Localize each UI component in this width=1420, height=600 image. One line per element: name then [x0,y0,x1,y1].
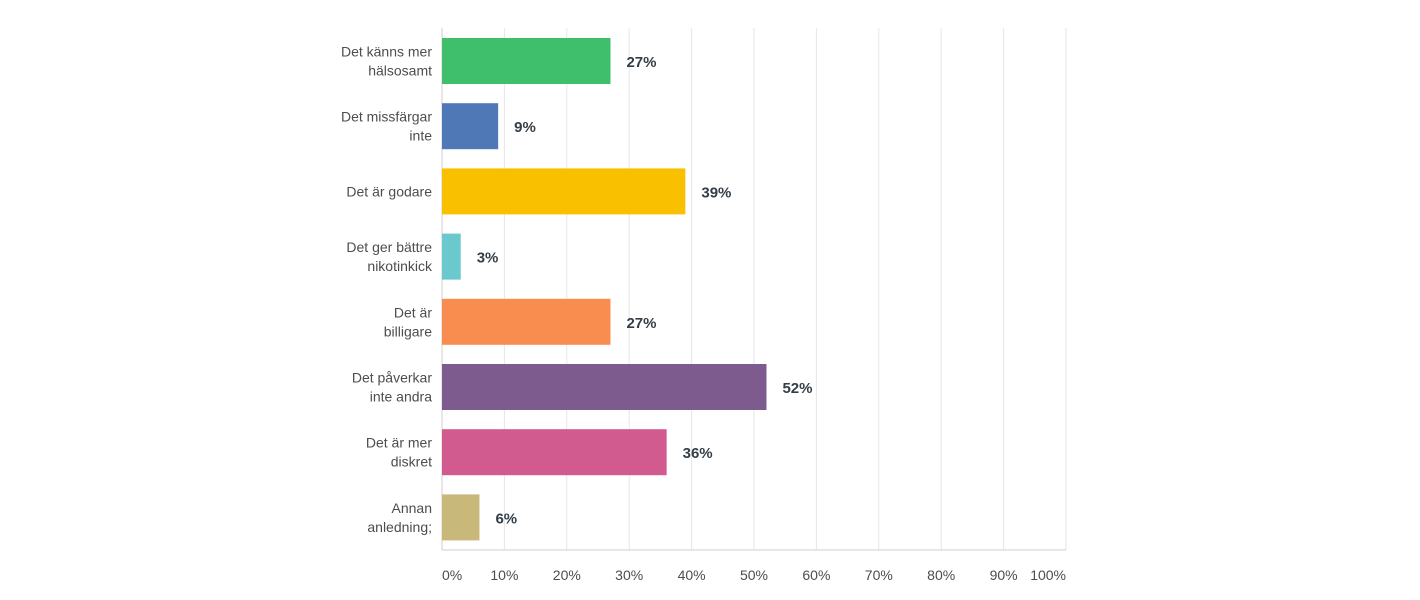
category-label-line: anledning; [367,519,432,535]
bar [442,429,667,476]
category-label-line: inte [409,128,432,144]
category-label-line: inte andra [370,389,432,405]
data-label: 27% [626,315,656,332]
bar [442,38,611,84]
value-labels: 27% 9% 39% 3% 27% 52% 36% 6% [477,54,813,527]
category-label: Det påverkar inte andra [352,370,432,405]
data-label: 3% [477,250,499,267]
category-label-line: Det ger bättre [346,239,432,255]
category-label-line: Det känns mer [341,44,432,60]
x-tick-label: 50% [740,567,768,583]
x-tick-label: 100% [1030,567,1066,583]
category-label-line: nikotinkick [367,258,433,274]
bar [442,233,461,280]
x-axis-tick-labels: 0% 10% 20% 30% 40% 50% 60% 70% 80% 90% 100% [442,567,1066,583]
category-label: Det känns mer hälsosamt [341,44,432,79]
bar [442,298,611,345]
x-tick-label: 80% [927,567,955,583]
category-label-line: hälsosamt [368,63,432,79]
category-label: Annan anledning; [367,500,432,535]
data-label: 36% [683,445,713,462]
x-tick-label: 70% [865,567,893,583]
data-label: 9% [514,119,536,136]
bars [442,38,767,541]
category-label-line: Det missfärgar [341,109,432,125]
x-tick-label: 20% [553,567,581,583]
data-label: 52% [782,380,812,397]
data-label: 6% [495,510,517,527]
x-tick-label: 60% [802,567,830,583]
category-label-line: Det påverkar [352,370,432,386]
category-labels: Det känns mer hälsosamt Det missfärgar inte… [341,44,433,535]
category-label: Det är billigare [384,304,433,339]
category-label: Det missfärgar inte [341,109,432,144]
category-label-line: Det är godare [346,183,432,199]
category-label-line: diskret [391,454,432,470]
category-label: Det är mer diskret [366,435,432,470]
x-tick-label: 90% [990,567,1018,583]
bar [442,364,767,410]
data-label: 39% [701,184,731,201]
category-label: Det ger bättre nikotinkick [346,239,433,274]
x-tick-label: 0% [442,567,462,583]
x-tick-label: 30% [615,567,643,583]
category-label-line: Det är [394,304,432,320]
category-label-line: billigare [384,323,432,339]
category-label-line: Annan [392,500,432,516]
bar [442,103,499,150]
category-label-line: Det är mer [366,435,432,451]
category-label: Det är godare [346,183,432,199]
data-label: 27% [626,54,656,71]
bar [442,494,480,541]
bar [442,168,686,215]
x-tick-label: 40% [678,567,706,583]
x-tick-label: 10% [490,567,518,583]
